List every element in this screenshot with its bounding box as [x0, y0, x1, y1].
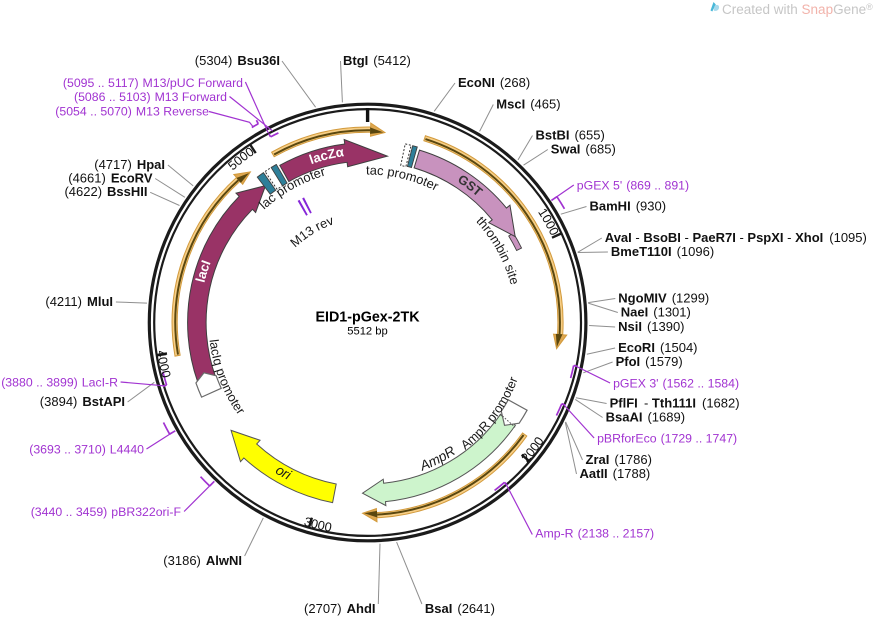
svg-text:EcoNI(268): EcoNI (268)	[458, 75, 530, 90]
svg-text:BsaAI(1689): BsaAI (1689)	[606, 410, 685, 425]
svg-text:(4717)HpaI: (4717) HpaI	[94, 157, 165, 172]
svg-text:Amp-R(2138 .. 2157): Amp-R (2138 .. 2157)	[535, 527, 654, 541]
svg-text:EID1-pGex-2TK: EID1-pGex-2TK	[315, 310, 420, 326]
svg-text:(2707)AhdI: (2707) AhdI	[304, 601, 375, 616]
svg-text:BsaI(2641): BsaI (2641)	[425, 601, 495, 616]
svg-text:AvaI - BsoBI - PaeR7I - PspXI: AvaI - BsoBI - PaeR7I - PspXI - XhoI (109…	[605, 230, 867, 245]
svg-text:SwaI(685): SwaI (685)	[551, 142, 616, 157]
svg-text:BstBI(655): BstBI (655)	[536, 128, 605, 143]
svg-text:MscI(465): MscI (465)	[496, 97, 560, 112]
svg-text:(3880 .. 3899)LacI-R: (3880 .. 3899) LacI-R	[1, 376, 118, 390]
svg-text:5512 bp: 5512 bp	[347, 326, 387, 338]
svg-text:(5095 .. 5117)M13/pUC Forward: (5095 .. 5117) M13/pUC Forward	[63, 76, 243, 90]
svg-text:PflFI - Tth111I(1682): PflFI - Tth111I (1682)	[610, 396, 740, 411]
svg-text:Created with SnapGene®: Created with SnapGene®	[722, 2, 873, 17]
svg-text:NsiI(1390): NsiI (1390)	[618, 319, 684, 334]
svg-text:ori: ori	[273, 462, 294, 483]
svg-text:pBRforEco(1729 .. 1747): pBRforEco (1729 .. 1747)	[597, 432, 737, 446]
svg-text:(3693 .. 3710)L4440: (3693 .. 3710) L4440	[29, 443, 144, 457]
svg-text:(5054 .. 5070)M13 Reverse: (5054 .. 5070) M13 Reverse	[55, 105, 209, 119]
svg-text:4000: 4000	[154, 349, 173, 379]
svg-text:(5304)Bsu36I: (5304) Bsu36I	[195, 53, 280, 68]
svg-text:ZraI(1786): ZraI (1786)	[586, 452, 652, 467]
svg-text:(3186)AlwNI: (3186) AlwNI	[163, 553, 242, 568]
svg-text:NaeI(1301): NaeI (1301)	[621, 305, 691, 320]
svg-text:NgoMIV(1299): NgoMIV (1299)	[618, 291, 709, 306]
svg-text:(4622)BssHII: (4622) BssHII	[64, 184, 147, 199]
svg-text:BamHI(930): BamHI (930)	[590, 199, 667, 214]
svg-text:(4211)MluI: (4211) MluI	[45, 294, 113, 309]
svg-text:PfoI(1579): PfoI (1579)	[616, 354, 683, 369]
svg-text:lacI: lacI	[193, 258, 214, 284]
svg-text:BmeT110I(1096): BmeT110I (1096)	[611, 244, 714, 259]
svg-text:AatII(1788): AatII (1788)	[580, 466, 651, 481]
svg-text:(5086 .. 5103)M13 Forward: (5086 .. 5103) M13 Forward	[74, 90, 227, 104]
svg-text:(3894)BstAPI: (3894) BstAPI	[40, 394, 125, 409]
svg-text:pGEX 3'(1562 .. 1584): pGEX 3' (1562 .. 1584)	[613, 377, 739, 391]
svg-text:BtgI(5412): BtgI (5412)	[343, 53, 411, 68]
svg-text:(4661)EcoRV: (4661) EcoRV	[68, 171, 153, 186]
svg-text:pGEX 5'(869 .. 891): pGEX 5' (869 .. 891)	[577, 179, 689, 193]
svg-text:(3440 .. 3459)pBR322ori-F: (3440 .. 3459) pBR322ori-F	[31, 505, 182, 519]
svg-text:3000: 3000	[302, 515, 332, 535]
svg-text:EcoRI(1504): EcoRI (1504)	[618, 340, 697, 355]
